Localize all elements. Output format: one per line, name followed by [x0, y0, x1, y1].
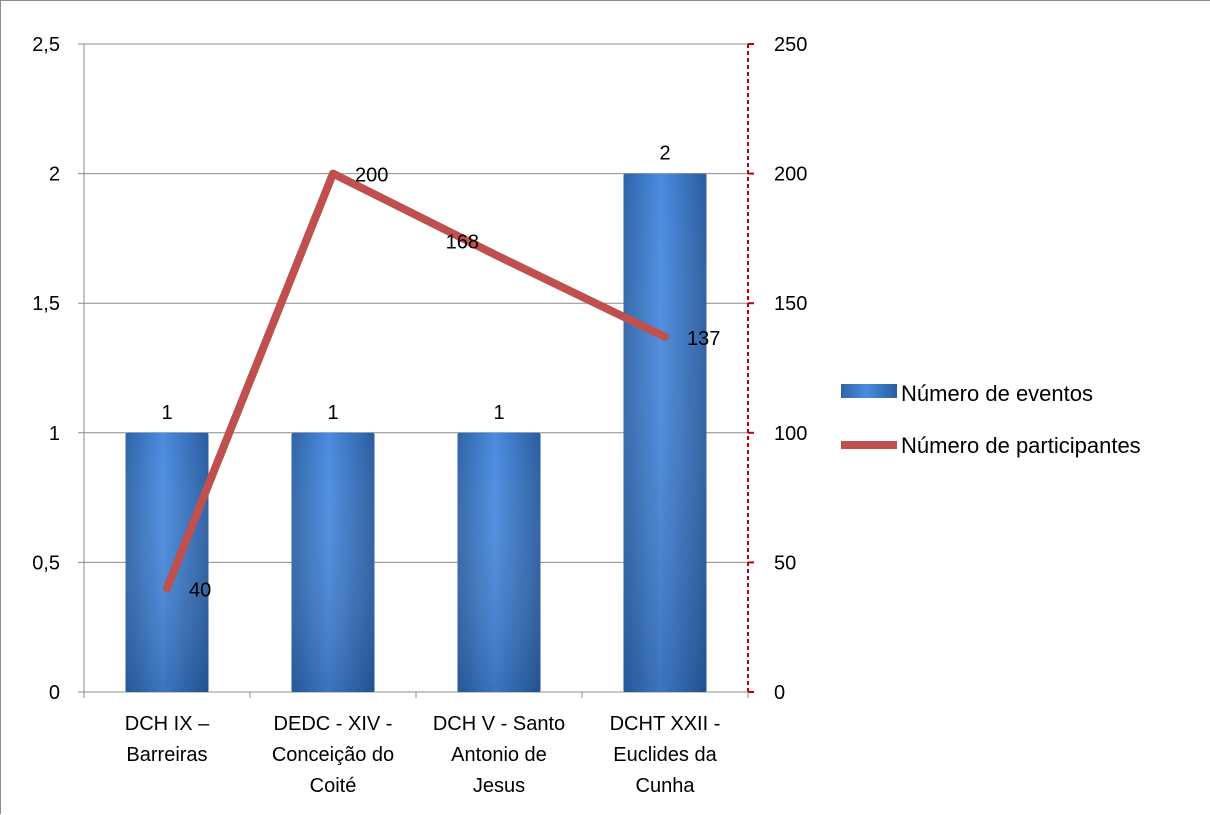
right-tick-label: 0: [774, 682, 785, 704]
category-label-line: Coité: [310, 775, 357, 797]
line-value-label: 40: [189, 579, 211, 601]
bar-shade: [291, 432, 375, 692]
legend-swatch-bar: [841, 384, 897, 398]
left-tick-label: 2,5: [32, 34, 60, 56]
category-label-line: Euclides da: [613, 744, 717, 766]
line-series: [163, 169, 669, 593]
category-label-line: DCHT XXII -: [610, 713, 721, 735]
category-label-line: Cunha: [636, 775, 696, 797]
bar-series: [125, 173, 707, 693]
left-tick-label: 0: [49, 682, 60, 704]
left-tick-label: 2: [49, 164, 60, 186]
right-tick-label: 250: [774, 34, 807, 56]
category-label-line: Conceição do: [272, 744, 394, 766]
left-tick-label: 1,5: [32, 293, 60, 315]
bar-value-label: 1: [161, 402, 172, 424]
right-tick-label: 100: [774, 423, 807, 445]
left-tick-label: 1: [49, 423, 60, 445]
legend-label: Número de eventos: [901, 381, 1093, 406]
right-tick-label: 200: [774, 164, 807, 186]
category-label-line: DCH V - Santo: [433, 713, 565, 735]
bar-value-label: 1: [493, 402, 504, 424]
line-value-label: 200: [355, 165, 388, 187]
category-label: DCH IX – Barreiras: [125, 713, 210, 766]
category-label-line: Jesus: [473, 775, 525, 797]
category-label-line: DCH IX –: [125, 713, 210, 735]
category-label-line: Barreiras: [126, 744, 207, 766]
bar-value-label: 2: [659, 143, 670, 165]
bar-shade: [623, 173, 707, 693]
category-label-line: Antonio de: [451, 744, 547, 766]
category-label-line: DEDC - XIV -: [274, 713, 393, 735]
category-label: DCH V - Santo Antonio de Jesus: [433, 713, 565, 797]
right-tick-label: 50: [774, 552, 796, 574]
legend-label: Número de participantes: [901, 433, 1141, 458]
line-value-label: 168: [446, 232, 479, 254]
data-labels: 1 1 1 2 40 200 168 137: [161, 143, 720, 602]
axes: 0 0,5 1 1,5 2 2,5 0 50 100 150 200 250 DCH IX – Barre…: [32, 34, 807, 797]
left-tick-label: 0,5: [32, 552, 60, 574]
right-tick-label: 150: [774, 293, 807, 315]
bar-shade: [457, 432, 541, 692]
category-label: DEDC - XIV - Conceição do Coité: [272, 713, 394, 797]
participants-line: [163, 169, 669, 593]
bar-value-label: 1: [327, 402, 338, 424]
category-label: DCHT XXII - Euclides da Cunha: [610, 713, 721, 797]
legend: Número de eventos Número de participantes: [841, 381, 1141, 458]
line-value-label: 137: [687, 328, 720, 350]
bar-shade: [125, 432, 209, 692]
